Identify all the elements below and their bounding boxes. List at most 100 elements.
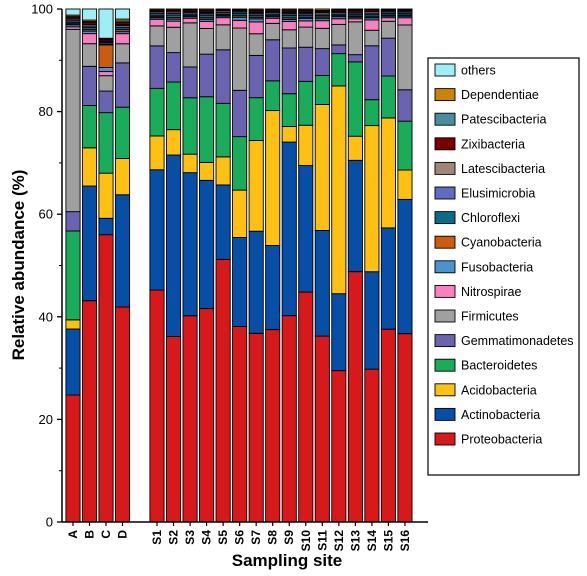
bar-segment-b-acidobacteria <box>81 147 98 187</box>
bar-segment-s11-gemmatimonadetes <box>314 48 330 76</box>
axes-group: 0 20 40 60 80 100 A B C D S1 S2 S3 S4 S5 S6 S7 S8 S9 S10 S11… <box>31 2 428 552</box>
bar-segment-s7-gemmatimonadetes <box>248 54 264 99</box>
bar-segment-s7-acidobacteria <box>248 140 264 232</box>
bar-group-s13 <box>347 8 363 523</box>
bar-segment-s16-acidobacteria <box>397 169 413 200</box>
bar-segment-c-bacteroidetes <box>98 112 114 174</box>
bar-segment-s7-actinobacteria <box>248 230 264 334</box>
bar-segment-s11-nitrospirae <box>314 20 330 29</box>
bar-segment-s2-dependentiae <box>165 8 182 11</box>
bar-segment-s5-bacteroidetes <box>215 102 231 158</box>
legend-label-firmicutes: Firmicutes <box>461 310 519 324</box>
bar-segment-s13-firmicutes <box>347 21 363 56</box>
legend: others Dependentiae Patescibacteria Zixibac… <box>427 57 580 476</box>
legend-swatch-patescibacteria <box>434 112 456 126</box>
bar-segment-s8-bacteroidetes <box>265 80 281 112</box>
bar-segment-c-firmicutes <box>98 75 114 92</box>
legend-swatch-actinobacteria <box>434 407 456 421</box>
bar-group-s4 <box>199 8 215 523</box>
legend-label-chloroflexi: Chloroflexi <box>461 211 520 225</box>
bar-group-s6 <box>232 8 248 523</box>
bar-segment-c-actinobacteria <box>98 217 114 236</box>
bar-segment-s10-dependentiae <box>298 8 314 11</box>
y-tick-label-0: 0 <box>46 515 53 530</box>
bar-segment-a-firmicutes <box>65 28 81 213</box>
x-tick-label-s8: S8 <box>266 530 280 545</box>
bar-segment-s15-nitrospirae <box>380 17 396 22</box>
x-tick-label-c: C <box>99 530 113 539</box>
bar-segment-s5-gemmatimonadetes <box>215 49 231 104</box>
bar-segment-s9-acidobacteria <box>281 126 297 143</box>
bar-segment-s6-acidobacteria <box>232 189 248 238</box>
bar-segment-s8-proteobacteria <box>265 329 281 523</box>
legend-item-latescibacteria: Latescibacteria <box>434 162 545 176</box>
legend-label-nitrospirae: Nitrospirae <box>461 285 521 299</box>
bar-segment-s5-proteobacteria <box>215 258 231 523</box>
bar-segment-s4-bacteroidetes <box>199 96 215 163</box>
bar-segment-s5-firmicutes <box>215 24 231 51</box>
bar-segment-s12-dependentiae <box>331 8 347 10</box>
bar-segment-s15-actinobacteria <box>380 227 396 330</box>
legend-swatch-dependentiae <box>434 88 456 102</box>
x-tick-label-s16: S16 <box>398 530 412 552</box>
legend-item-zixibacteria: Zixibacteria <box>434 137 525 151</box>
legend-item-dependentiae: Dependentiae <box>434 88 539 102</box>
bar-segment-d-gemmatimonadetes <box>114 62 131 108</box>
legend-item-others: others <box>434 64 496 78</box>
bar-segment-s1-firmicutes <box>149 25 165 47</box>
legend-label-elusimicrobia: Elusimicrobia <box>461 187 535 201</box>
legend-swatch-firmicutes <box>434 309 456 323</box>
bar-segment-s15-acidobacteria <box>380 117 396 229</box>
bar-group-s1 <box>149 8 165 523</box>
bar-segment-s11-acidobacteria <box>314 104 330 231</box>
bar-segment-s16-actinobacteria <box>397 198 413 335</box>
bar-group-s15 <box>380 8 396 523</box>
bar-segment-a-bacteroidetes <box>65 230 81 321</box>
legend-item-firmicutes: Firmicutes <box>434 309 519 324</box>
bar-segment-s3-gemmatimonadetes <box>182 66 198 99</box>
bar-segment-s11-bacteroidetes <box>314 75 330 105</box>
legend-swatch-gemmatimonadetes <box>434 334 456 348</box>
bar-segment-s10-firmicutes <box>298 26 314 48</box>
bar-segment-s13-dependentiae <box>347 8 363 10</box>
legend-label-latescibacteria: Latescibacteria <box>461 162 545 176</box>
bar-segment-s6-proteobacteria <box>232 326 248 523</box>
bar-segment-a-acidobacteria <box>65 319 81 330</box>
bar-segment-s12-nitrospirae <box>331 18 347 25</box>
bar-segment-c-fusobacteria <box>98 67 114 73</box>
bar-segment-a-actinobacteria <box>65 328 81 396</box>
bar-segment-s3-actinobacteria <box>182 172 198 317</box>
legend-label-patescibacteria: Patescibacteria <box>461 113 547 127</box>
bar-segment-s15-firmicutes <box>380 20 396 39</box>
bar-segment-s1-actinobacteria <box>149 169 165 291</box>
bar-segment-s14-acidobacteria <box>364 125 380 273</box>
bar-segment-s10-actinobacteria <box>298 165 314 293</box>
bar-group-s3 <box>182 8 198 523</box>
bar-segment-s8-dependentiae <box>265 8 281 10</box>
bar-segment-b-proteobacteria <box>81 300 98 523</box>
bar-segment-s3-dependentiae <box>182 8 198 10</box>
bar-segment-s12-gemmatimonadetes <box>331 44 347 55</box>
bar-segment-s16-firmicutes <box>397 24 413 91</box>
bar-segment-d-bacteroidetes <box>114 106 131 159</box>
bar-segment-s10-bacteroidetes <box>298 80 314 126</box>
bars-group <box>65 8 413 523</box>
bar-segment-s3-nitrospirae <box>182 17 198 24</box>
bar-segment-b-gemmatimonadetes <box>81 65 98 107</box>
legend-item-cyanobacteria: Cyanobacteria <box>434 236 542 250</box>
x-tick-label-s15: S15 <box>381 530 395 552</box>
legend-label-cyanobacteria: Cyanobacteria <box>461 236 542 250</box>
y-tick-label-80: 80 <box>39 104 53 119</box>
bar-segment-s3-firmicutes <box>182 22 198 68</box>
bar-segment-s4-actinobacteria <box>199 179 215 310</box>
legend-label-others: others <box>461 64 496 78</box>
x-axis-title: Sampling site <box>232 551 343 570</box>
bar-segment-s14-bacteroidetes <box>364 99 380 127</box>
bar-segment-c-nitrospirae <box>98 71 114 77</box>
x-tick-label-s13: S13 <box>348 530 362 552</box>
bar-segment-c-acidobacteria <box>98 172 114 219</box>
bar-group-s16 <box>397 8 413 523</box>
x-tick-label-s12: S12 <box>332 530 346 552</box>
bar-segment-s1-acidobacteria <box>149 135 165 171</box>
bar-segment-s2-bacteroidetes <box>165 81 182 131</box>
